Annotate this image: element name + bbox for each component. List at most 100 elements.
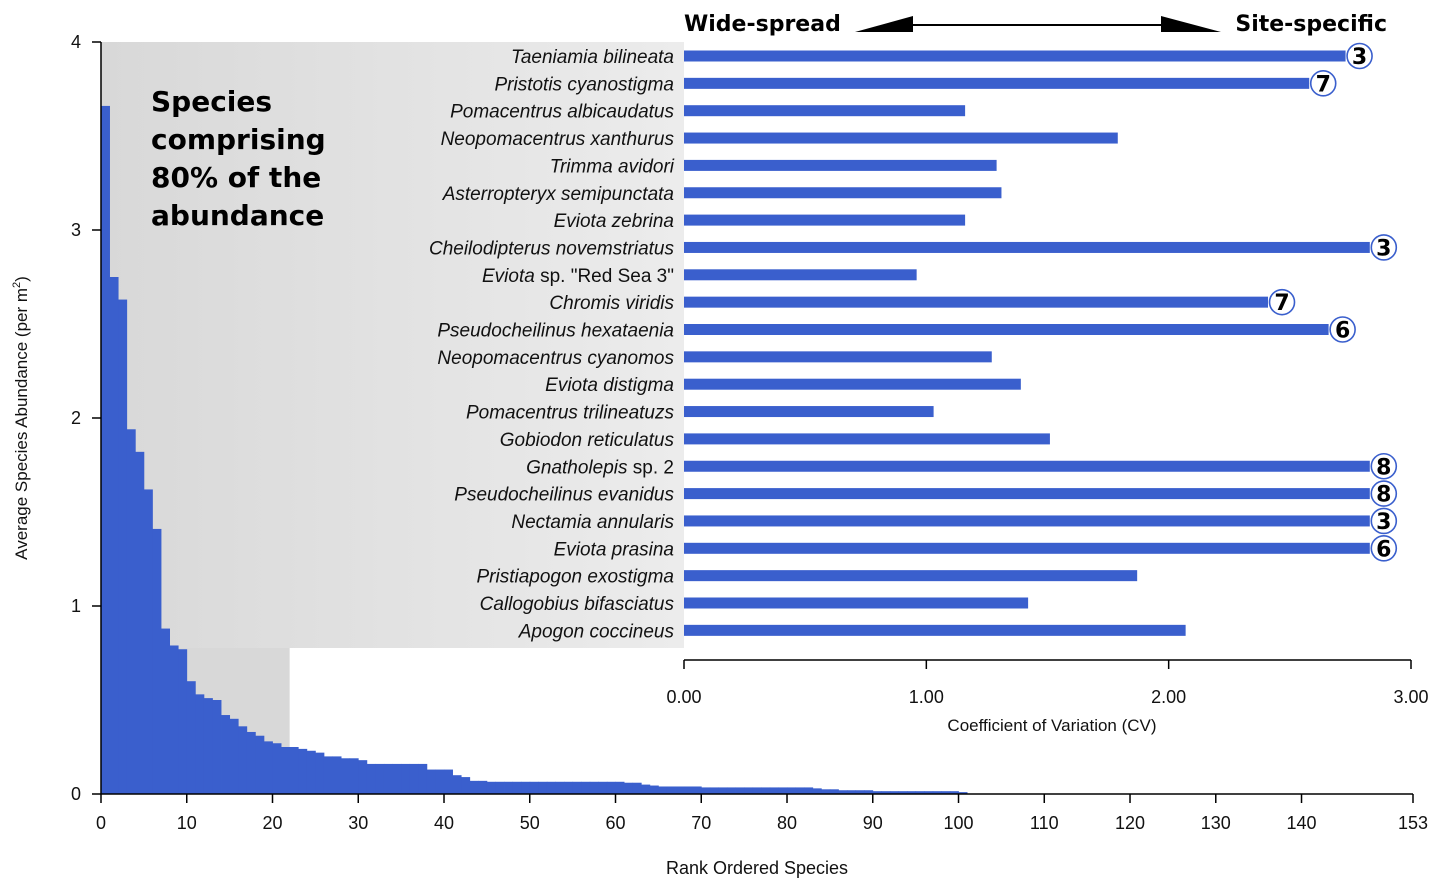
site-count-badge (1346, 42, 1373, 70)
species-label: Neopomacentrus xanthurus (441, 129, 675, 150)
species-label: Gnatholepis sp. 2 (526, 457, 674, 478)
abundance-bar (469, 780, 479, 794)
cv-axis-label: Coefficient of Variation (CV) (947, 716, 1156, 735)
y-axis-label: Average Species Abundance (per m2) (11, 276, 31, 560)
abundance-bar (349, 758, 359, 794)
x-axis-label: Rank Ordered Species (666, 858, 848, 878)
cv-bar (684, 105, 966, 117)
cv-bar (684, 296, 1269, 308)
site-specific-label: Site-specific (1235, 12, 1387, 37)
abundance-bar (135, 451, 145, 794)
abundance-bar (383, 763, 393, 794)
cv-bar (684, 515, 1370, 527)
abundance-bar (624, 782, 634, 794)
x-tick-label: 90 (863, 813, 883, 833)
site-count-badge (1370, 234, 1398, 261)
abundance-bar (246, 731, 256, 794)
cv-bar (684, 132, 1118, 144)
x-tick-label: 50 (520, 813, 540, 833)
cv-bar (684, 50, 1346, 62)
abundance-bar (401, 763, 411, 794)
x-tick-label: 110 (1030, 813, 1059, 833)
abundance-bar (375, 763, 385, 794)
wide-spread-label: Wide-spread (684, 12, 841, 37)
cv-bar (684, 597, 1029, 609)
site-count-badge (1370, 480, 1398, 507)
cv-bar (684, 159, 997, 171)
species-label: Gobiodon reticulatus (500, 430, 675, 451)
x-tick-label: 70 (691, 813, 711, 833)
x-tick-label: 30 (348, 813, 368, 833)
site-count-label: 6 (1335, 319, 1350, 344)
y-tick-label: 0 (71, 784, 81, 804)
cv-bar (684, 624, 1186, 636)
site-count-badge (1370, 507, 1398, 535)
abundance-bar (847, 790, 857, 794)
abundance-bar (589, 781, 599, 794)
abundance-bar (769, 787, 779, 794)
site-count-label: 3 (1376, 510, 1391, 535)
site-count-label: 3 (1376, 236, 1391, 261)
abundance-bar (829, 789, 839, 794)
site-count-label: 7 (1274, 291, 1289, 316)
abundance-bar (358, 760, 368, 794)
abundance-bar (546, 781, 556, 794)
abundance-bar (203, 698, 213, 794)
abundance-bar (392, 763, 402, 794)
x-tick-label: 153 (1398, 813, 1428, 833)
site-count-badge (1309, 70, 1337, 97)
site-count-badge (1268, 288, 1296, 316)
abundance-bar (418, 763, 428, 794)
cv-bar (684, 460, 1370, 472)
abundance-bar (941, 791, 951, 794)
site-count-label: 6 (1376, 537, 1391, 562)
abundance-bar (529, 781, 539, 794)
abundance-bar (932, 791, 942, 794)
abundance-annotation: Species comprising 80% of the abundance (151, 85, 326, 232)
site-count-label: 8 (1376, 483, 1391, 508)
x-tick-label: 40 (434, 813, 454, 833)
abundance-bar (924, 791, 934, 794)
site-count-label: 7 (1316, 72, 1331, 97)
abundance-bar (804, 787, 814, 794)
y-tick-label: 1 (71, 596, 81, 616)
abundance-bar (632, 782, 642, 794)
abundance-bar (898, 791, 908, 794)
abundance-bar (889, 791, 899, 794)
abundance-bar (341, 758, 351, 794)
cv-bar (684, 241, 1370, 253)
abundance-bar (461, 777, 471, 794)
abundance-bar (255, 735, 265, 794)
species-label: Pristotis cyanostigma (494, 74, 674, 95)
abundance-bar (538, 781, 548, 794)
abundance-bar (101, 105, 110, 795)
abundance-bar (778, 787, 788, 794)
species-label: Taeniamia bilineata (511, 47, 674, 68)
x-tick-label: 80 (777, 813, 797, 833)
abundance-bar (161, 628, 171, 794)
species-label: Callogobius bifasciatus (480, 594, 675, 615)
abundance-bar (838, 790, 848, 794)
abundance-bar (495, 781, 505, 794)
site-count-badge (1370, 534, 1398, 562)
y-tick-label: 4 (71, 32, 81, 52)
species-label: Asterropteryx semipunctata (442, 184, 674, 205)
species-label: Cheilodipterus novemstriatus (429, 238, 675, 259)
abundance-bar (169, 645, 179, 794)
species-label: Neopomacentrus cyanomos (437, 348, 674, 369)
abundance-bar (486, 781, 496, 794)
cv-bars: Taeniamia bilineata 3 Pristotis cyanostigm… (429, 42, 1398, 642)
species-label: Pomacentrus albicaudatus (450, 102, 674, 123)
abundance-bar (581, 781, 591, 794)
abundance-bar (263, 741, 273, 794)
species-label: Pseudocheilinus evanidus (454, 485, 674, 506)
species-label: Chromis viridis (549, 293, 674, 314)
abundance-bar (315, 752, 325, 794)
abundance-bar (907, 791, 917, 794)
abundance-bar (958, 792, 968, 794)
species-label: Eviota distigma (545, 375, 674, 396)
cv-bar (684, 214, 966, 226)
abundance-bar (118, 299, 128, 794)
cv-bar (684, 77, 1310, 89)
